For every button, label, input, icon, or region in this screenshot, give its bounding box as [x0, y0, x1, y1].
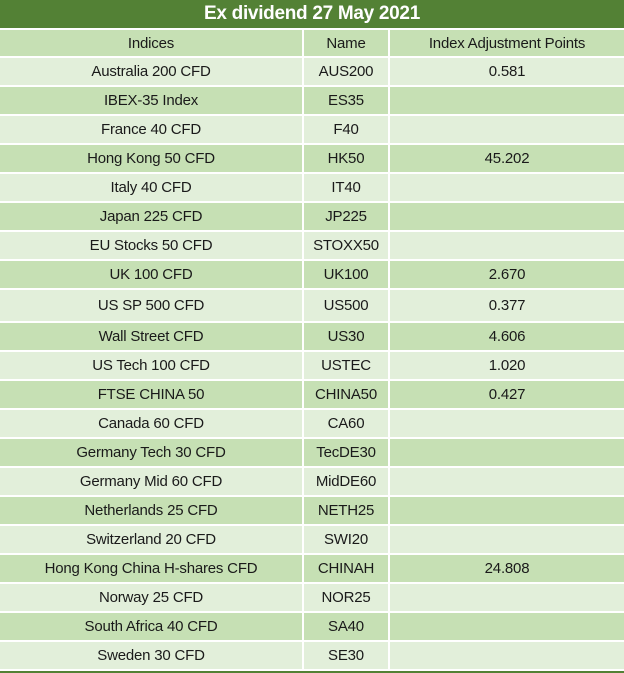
table-row: Italy 40 CFD IT40: [0, 174, 624, 201]
table-row: UK 100 CFD UK100 2.670: [0, 261, 624, 288]
name-cell: NETH25: [304, 497, 388, 524]
indices-cell: Sweden 30 CFD: [0, 642, 302, 669]
adjustment-cell: 0.581: [390, 58, 624, 85]
adjustment-cell: [390, 174, 624, 201]
indices-cell: Wall Street CFD: [0, 323, 302, 350]
name-cell: CHINA50: [304, 381, 388, 408]
name-cell: HK50: [304, 145, 388, 172]
indices-cell: IBEX-35 Index: [0, 87, 302, 114]
table-row: Wall Street CFD US30 4.606: [0, 323, 624, 350]
table-row: FTSE CHINA 50 CHINA50 0.427: [0, 381, 624, 408]
adjustment-cell: [390, 116, 624, 143]
table-row: Germany Tech 30 CFD TecDE30: [0, 439, 624, 466]
name-cell: MidDE60: [304, 468, 388, 495]
adjustment-cell: [390, 613, 624, 640]
header-indices: Indices: [0, 30, 302, 56]
indices-cell: South Africa 40 CFD: [0, 613, 302, 640]
table-row: Sweden 30 CFD SE30: [0, 642, 624, 669]
adjustment-cell: [390, 87, 624, 114]
table-row: Hong Kong China H-shares CFD CHINAH 24.808: [0, 555, 624, 582]
name-cell: US500: [304, 290, 388, 321]
indices-cell: UK 100 CFD: [0, 261, 302, 288]
name-cell: SWI20: [304, 526, 388, 553]
header-name: Name: [304, 30, 388, 56]
table-row: Norway 25 CFD NOR25: [0, 584, 624, 611]
indices-cell: Canada 60 CFD: [0, 410, 302, 437]
indices-cell: EU Stocks 50 CFD: [0, 232, 302, 259]
table-row: US Tech 100 CFD USTEC 1.020: [0, 352, 624, 379]
adjustment-cell: 4.606: [390, 323, 624, 350]
name-cell: SA40: [304, 613, 388, 640]
name-cell: USTEC: [304, 352, 388, 379]
indices-cell: US Tech 100 CFD: [0, 352, 302, 379]
adjustment-cell: 0.427: [390, 381, 624, 408]
indices-cell: Hong Kong 50 CFD: [0, 145, 302, 172]
name-cell: F40: [304, 116, 388, 143]
name-cell: US30: [304, 323, 388, 350]
adjustment-cell: 0.377: [390, 290, 624, 321]
table-row: Switzerland 20 CFD SWI20: [0, 526, 624, 553]
indices-cell: FTSE CHINA 50: [0, 381, 302, 408]
adjustment-cell: [390, 584, 624, 611]
adjustment-cell: 2.670: [390, 261, 624, 288]
indices-cell: Hong Kong China H-shares CFD: [0, 555, 302, 582]
name-cell: CA60: [304, 410, 388, 437]
bottom-border: [0, 671, 624, 673]
name-cell: TecDE30: [304, 439, 388, 466]
table-row: Netherlands 25 CFD NETH25: [0, 497, 624, 524]
name-cell: ES35: [304, 87, 388, 114]
indices-cell: France 40 CFD: [0, 116, 302, 143]
indices-cell: Australia 200 CFD: [0, 58, 302, 85]
name-cell: STOXX50: [304, 232, 388, 259]
table-row: IBEX-35 Index ES35: [0, 87, 624, 114]
adjustment-cell: [390, 497, 624, 524]
header-index-adjustment-points: Index Adjustment Points: [390, 30, 624, 56]
indices-cell: Norway 25 CFD: [0, 584, 302, 611]
table-row: South Africa 40 CFD SA40: [0, 613, 624, 640]
name-cell: NOR25: [304, 584, 388, 611]
name-cell: UK100: [304, 261, 388, 288]
table-row: EU Stocks 50 CFD STOXX50: [0, 232, 624, 259]
adjustment-cell: [390, 526, 624, 553]
table-row: France 40 CFD F40: [0, 116, 624, 143]
table-row: Canada 60 CFD CA60: [0, 410, 624, 437]
table-row: Australia 200 CFD AUS200 0.581: [0, 58, 624, 85]
indices-cell: Italy 40 CFD: [0, 174, 302, 201]
name-cell: SE30: [304, 642, 388, 669]
adjustment-cell: [390, 203, 624, 230]
indices-cell: Netherlands 25 CFD: [0, 497, 302, 524]
indices-cell: Switzerland 20 CFD: [0, 526, 302, 553]
table-row: US SP 500 CFD US500 0.377: [0, 290, 624, 321]
table-row: Hong Kong 50 CFD HK50 45.202: [0, 145, 624, 172]
table-row: Germany Mid 60 CFD MidDE60: [0, 468, 624, 495]
adjustment-cell: 45.202: [390, 145, 624, 172]
indices-cell: Germany Tech 30 CFD: [0, 439, 302, 466]
indices-cell: US SP 500 CFD: [0, 290, 302, 321]
table-row: Japan 225 CFD JP225: [0, 203, 624, 230]
adjustment-cell: [390, 642, 624, 669]
indices-cell: Japan 225 CFD: [0, 203, 302, 230]
table-title: Ex dividend 27 May 2021: [0, 0, 624, 28]
header-row: Indices Name Index Adjustment Points: [0, 30, 624, 56]
adjustment-cell: 24.808: [390, 555, 624, 582]
adjustment-cell: [390, 410, 624, 437]
table-body: Australia 200 CFD AUS200 0.581 IBEX-35 Inde…: [0, 58, 624, 669]
indices-cell: Germany Mid 60 CFD: [0, 468, 302, 495]
adjustment-cell: [390, 439, 624, 466]
name-cell: CHINAH: [304, 555, 388, 582]
adjustment-cell: [390, 232, 624, 259]
name-cell: AUS200: [304, 58, 388, 85]
name-cell: IT40: [304, 174, 388, 201]
name-cell: JP225: [304, 203, 388, 230]
adjustment-cell: [390, 468, 624, 495]
adjustment-cell: 1.020: [390, 352, 624, 379]
